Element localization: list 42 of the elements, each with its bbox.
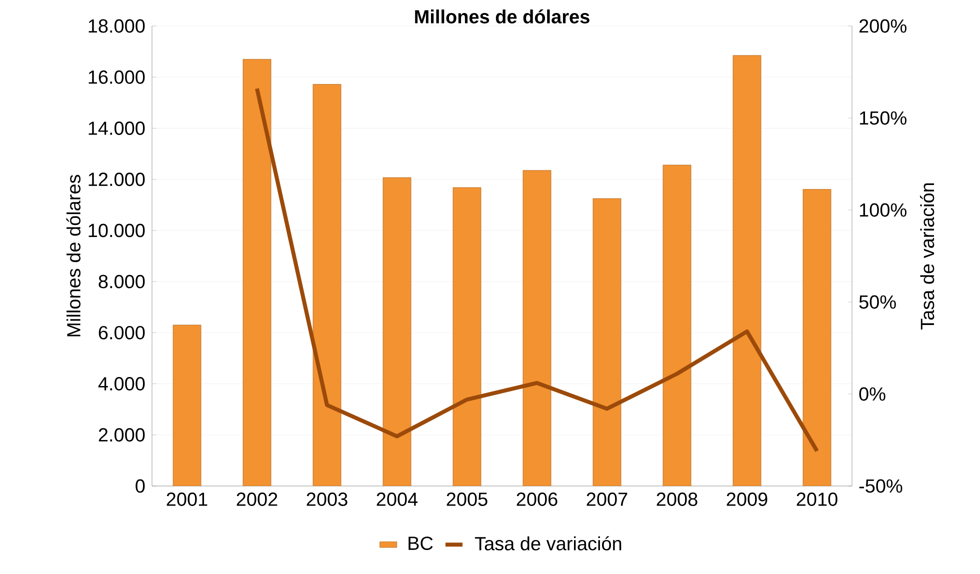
x-tick-label: 2003 <box>306 492 348 506</box>
legend-label: Tasa de variación <box>474 536 622 550</box>
y2-axis-title: Tasa de variación <box>920 183 934 330</box>
y-tick-label: 0 <box>136 479 145 493</box>
legend-label: BC <box>408 536 433 550</box>
x-tick-label: 2007 <box>586 492 628 506</box>
x-tick-label: 2001 <box>166 492 208 506</box>
y2-tick-label: 50% <box>859 295 896 309</box>
y2-tick-label: 0% <box>859 387 886 401</box>
x-tick-label: 2004 <box>376 492 418 506</box>
x-tick-label: 2009 <box>726 492 768 506</box>
y-tick-label: 18.000 <box>88 19 145 33</box>
y-tick-label: 4.000 <box>98 377 145 391</box>
x-tick-label: 2008 <box>656 492 698 506</box>
y2-tick-label: 100% <box>860 203 906 217</box>
x-tick-label: 2005 <box>446 492 488 506</box>
bar <box>172 324 202 486</box>
y-axis-title: Millones de dólares <box>66 174 80 336</box>
bar <box>242 59 272 486</box>
line-series <box>255 86 819 454</box>
y-tick-label: 2.000 <box>98 428 145 442</box>
bar <box>592 198 622 486</box>
chart-title: Millones de dólares <box>415 9 590 24</box>
bar <box>802 189 832 486</box>
bar <box>662 164 692 486</box>
x-tick-label: 2002 <box>236 492 278 506</box>
bar <box>522 170 552 486</box>
bar <box>452 187 482 486</box>
y-tick-label: 14.000 <box>88 121 145 135</box>
bar <box>732 55 762 486</box>
y-tick-label: 12.000 <box>88 172 145 186</box>
y-tick-label: 16.000 <box>88 70 145 84</box>
y-tick-label: 6.000 <box>98 326 145 340</box>
y2-tick-label: 200% <box>859 19 906 33</box>
bar <box>312 84 342 486</box>
x-tick-label: 2006 <box>516 492 558 506</box>
y-tick-label: 8.000 <box>98 274 145 288</box>
x-tick-label: 2010 <box>796 492 838 506</box>
y2-tick-label: 150% <box>860 111 906 125</box>
y2-tick-label: -50% <box>859 479 902 493</box>
y-tick-label: 10.000 <box>88 224 145 238</box>
bar <box>382 177 412 486</box>
